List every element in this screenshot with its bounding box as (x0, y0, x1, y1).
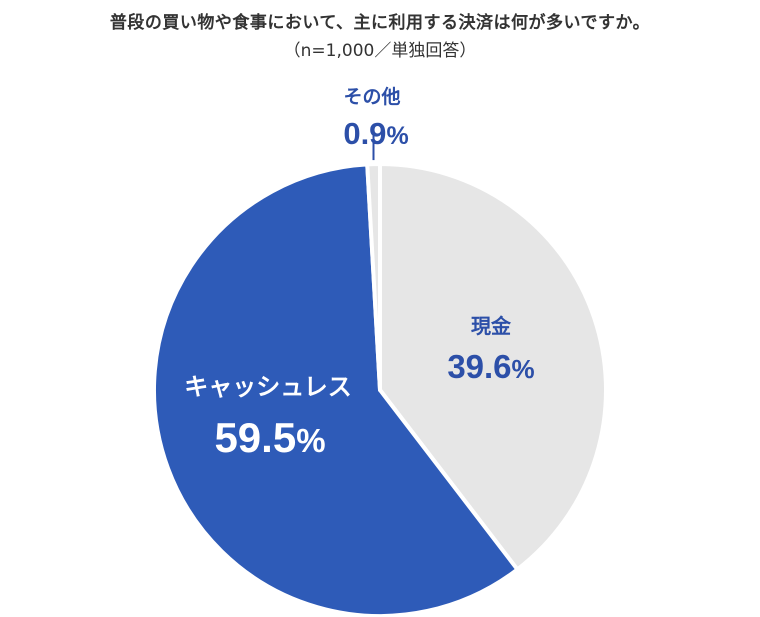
chart-subtitle: （n=1,000／単独回答） (283, 41, 477, 61)
slice-label-cashless: キャッシュレス (184, 373, 352, 401)
slice-value-cashless: 59.5% (214, 414, 325, 461)
slice-cash (378, 162, 608, 572)
slice-cashless (152, 162, 520, 617)
slice-label-other: その他 (343, 85, 400, 108)
slice-label-cash: 現金 (471, 314, 512, 338)
chart-title: 普段の買い物や食事において、主に利用する決済は何が多いですか。 (109, 13, 651, 33)
slice-value-other: 0.9% (343, 116, 408, 151)
slice-other (365, 161, 382, 392)
slice-value-cash: 39.6% (447, 348, 534, 385)
